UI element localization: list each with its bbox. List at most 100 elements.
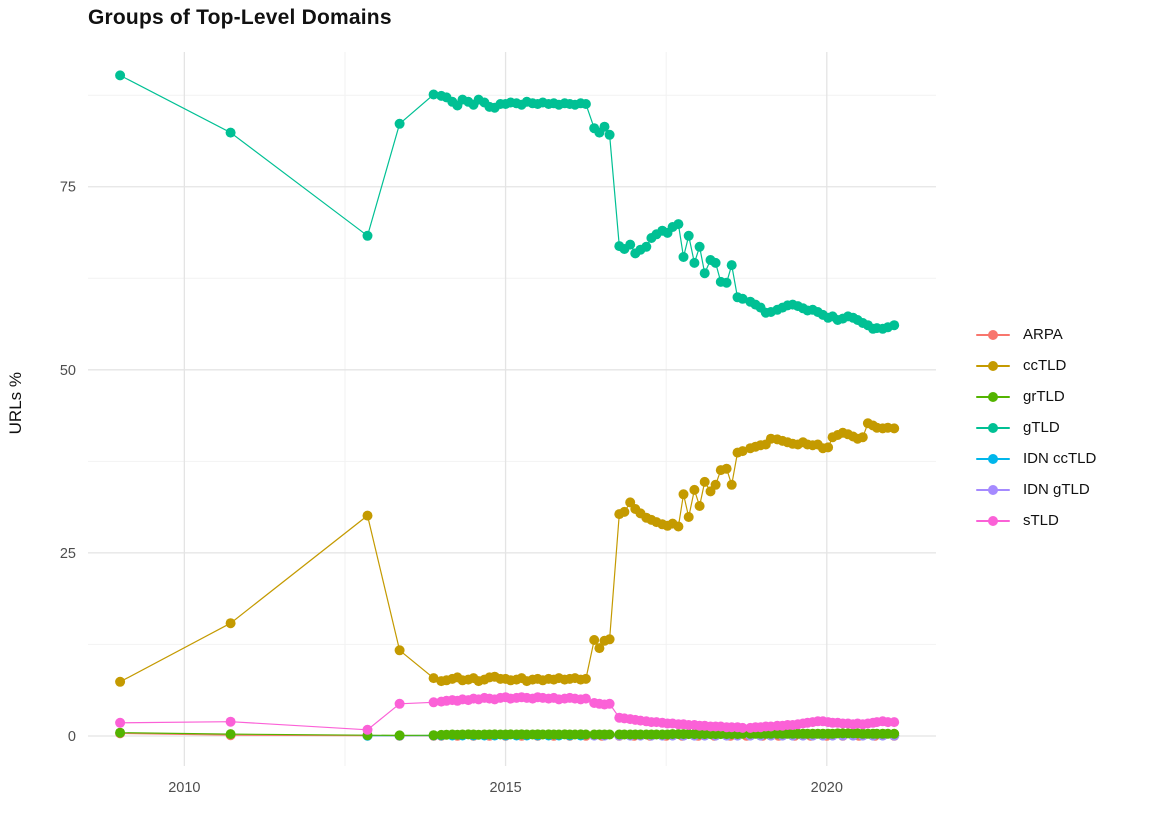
- data-point: [889, 320, 900, 331]
- data-point: [604, 729, 615, 740]
- legend-key-idn-gtld-icon: [976, 484, 1010, 495]
- data-point: [683, 230, 694, 241]
- data-point: [726, 479, 737, 490]
- legend-item-idn-gtld: IDN gTLD: [976, 474, 1096, 505]
- data-point: [889, 728, 900, 739]
- series-sTLD: [115, 692, 900, 735]
- legend: ARPA ccTLD grTLD gTLD IDN ccTLD IDN gTLD…: [976, 319, 1096, 536]
- data-point: [394, 645, 405, 656]
- legend-label: IDN ccTLD: [1023, 450, 1097, 467]
- data-point: [594, 643, 605, 654]
- data-point: [115, 727, 126, 738]
- data-point: [678, 252, 689, 262]
- data-point: [394, 698, 405, 709]
- data-point: [673, 219, 684, 230]
- legend-label: ccTLD: [1023, 357, 1067, 374]
- data-point: [694, 501, 705, 511]
- data-point: [726, 260, 737, 271]
- data-point: [362, 724, 373, 735]
- data-point: [694, 241, 705, 252]
- data-point: [115, 717, 126, 728]
- data-point: [428, 730, 439, 741]
- legend-key-cctld-icon: [976, 360, 1010, 371]
- legend-key-grtld-icon: [976, 391, 1010, 402]
- data-point: [225, 716, 236, 727]
- data-point: [599, 121, 610, 132]
- legend-key-gtld-icon: [976, 422, 1010, 433]
- data-point: [604, 634, 615, 645]
- data-point: [678, 489, 689, 500]
- legend-key-stld-icon: [976, 515, 1010, 526]
- grid-minor: [88, 52, 936, 766]
- data-point: [721, 277, 732, 288]
- data-point: [710, 257, 721, 268]
- data-point: [580, 729, 591, 740]
- series-ccTLD: [115, 418, 900, 687]
- legend-label: grTLD: [1023, 388, 1065, 405]
- data-point: [589, 635, 600, 645]
- data-point: [428, 673, 439, 684]
- data-point: [683, 512, 694, 522]
- legend-label: gTLD: [1023, 419, 1060, 436]
- legend-item-gtld: gTLD: [976, 412, 1096, 443]
- data-point: [689, 484, 700, 495]
- data-point: [625, 239, 636, 250]
- chart-title: Groups of Top-Level Domains: [88, 6, 392, 29]
- x-tick-label: 2010: [168, 780, 200, 796]
- data-point: [737, 722, 748, 733]
- data-point: [115, 676, 126, 687]
- legend-key-arpa-icon: [976, 329, 1010, 340]
- data-point: [580, 673, 591, 684]
- y-tick-label: 25: [60, 546, 76, 562]
- data-point: [428, 697, 439, 708]
- y-tick-label: 50: [60, 363, 76, 379]
- y-tick-label: 75: [60, 180, 76, 196]
- data-point: [580, 693, 591, 704]
- x-tick-label: 2020: [811, 780, 843, 796]
- data-point: [225, 618, 236, 629]
- grid-major: [88, 52, 936, 766]
- data-point: [362, 510, 373, 521]
- data-point: [115, 70, 126, 81]
- data-point: [604, 698, 615, 709]
- legend-label: IDN gTLD: [1023, 481, 1090, 498]
- series-grTLD: [115, 727, 900, 741]
- data-point: [689, 257, 700, 268]
- data-point: [710, 479, 721, 490]
- data-point: [889, 717, 900, 728]
- legend-item-arpa: ARPA: [976, 319, 1096, 350]
- data-point: [823, 442, 834, 453]
- data-point: [889, 423, 900, 434]
- data-point: [580, 99, 591, 109]
- series-gTLD: [115, 70, 900, 334]
- data-point: [699, 476, 710, 487]
- data-point: [394, 118, 405, 129]
- legend-label: sTLD: [1023, 512, 1059, 529]
- data-point: [737, 293, 748, 304]
- data-point: [699, 268, 710, 279]
- data-point: [737, 446, 748, 457]
- data-point: [857, 432, 868, 443]
- data-point: [604, 129, 615, 140]
- legend-item-idn-cctld: IDN ccTLD: [976, 443, 1096, 474]
- data-point: [362, 230, 373, 241]
- data-point: [641, 241, 652, 252]
- series-line: [119, 74, 895, 330]
- y-tick-label: 0: [68, 729, 76, 745]
- data-point: [673, 521, 684, 532]
- legend-label: ARPA: [1023, 326, 1063, 343]
- data-point: [721, 463, 732, 474]
- x-tick-label: 2015: [489, 780, 521, 796]
- data-point: [619, 506, 630, 517]
- legend-item-grtld: grTLD: [976, 381, 1096, 412]
- legend-key-idn-cctld-icon: [976, 453, 1010, 464]
- axis-tick-labels: 0 25 50 75 2010 2015 2020: [60, 180, 843, 796]
- data-point: [225, 127, 236, 138]
- data-point: [394, 730, 405, 741]
- legend-item-stld: sTLD: [976, 505, 1096, 536]
- data-point: [428, 89, 439, 100]
- data-point: [225, 729, 236, 740]
- legend-item-cctld: ccTLD: [976, 350, 1096, 381]
